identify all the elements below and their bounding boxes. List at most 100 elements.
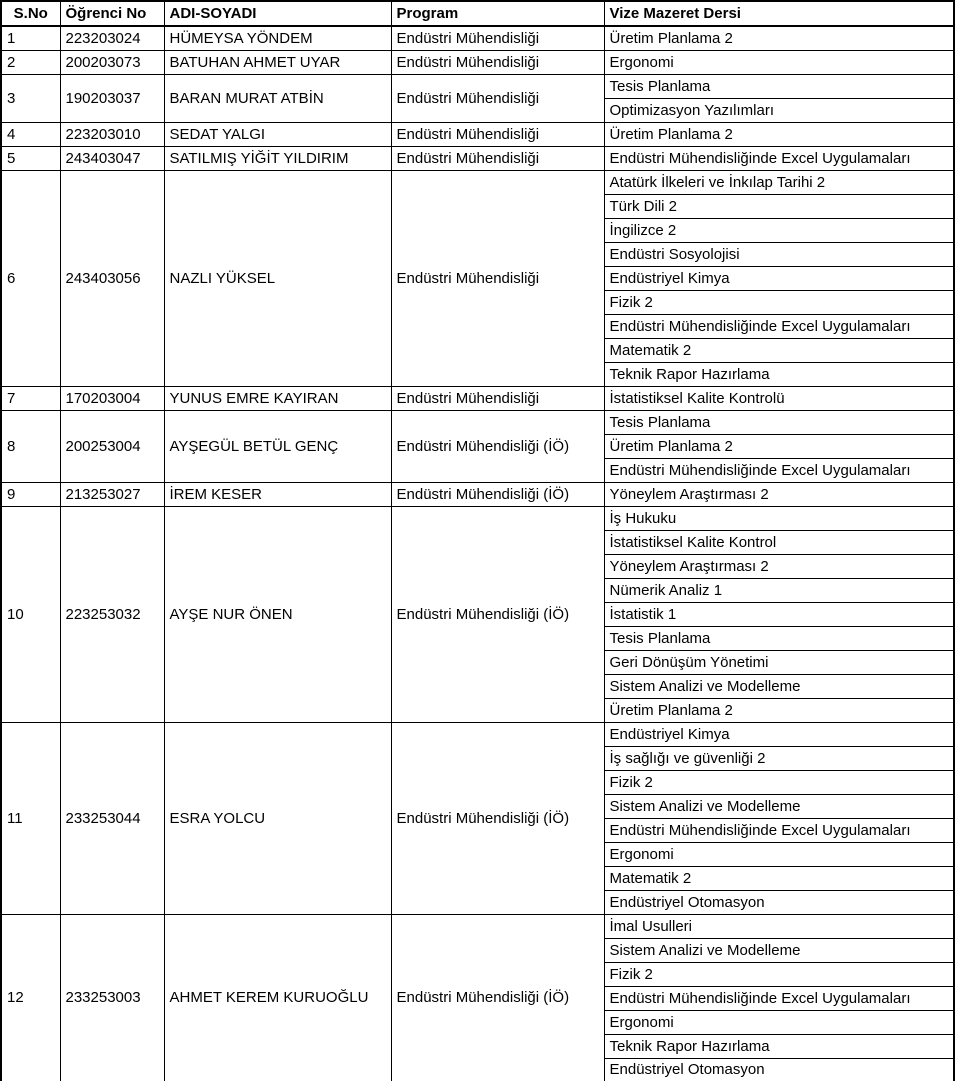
course-cell: Ergonomi [603, 1009, 955, 1035]
table-row: 1 223203024 HÜMEYSA YÖNDEM Endüstri Mühendi… [0, 25, 955, 51]
table-row: 4 223203010 SEDAT YALGI Endüstri Mühendisli… [0, 121, 955, 147]
name-cell: HÜMEYSA YÖNDEM [163, 25, 392, 51]
table-row: 2 200203073 BATUHAN AHMET UYAR Endüstri Müh… [0, 49, 955, 75]
table-row: Geri Dönüşüm Yönetimi [1, 649, 955, 675]
name-cell: SEDAT YALGI [163, 121, 392, 147]
program-cell: Endüstri Mühendisliği [390, 145, 605, 171]
course-cell: Fizik 2 [603, 961, 955, 987]
program-cell: Endüstri Mühendisliği (İÖ) [390, 481, 605, 507]
table-row: Sistem Analizi ve Modelleme [1, 937, 955, 963]
name-cell: YUNUS EMRE KAYIRAN [163, 385, 392, 411]
student-no-cell: 233253003 [59, 913, 165, 1081]
course-cell: Endüstri Mühendisliğinde Excel Uygulamal… [603, 817, 955, 843]
course-cell: Sistem Analizi ve Modelleme [603, 793, 955, 819]
student-no-cell: 243403056 [59, 169, 165, 387]
sno-cell: 11 [0, 721, 61, 915]
sno-cell: 2 [0, 49, 61, 75]
table-row: Türk Dili 2 [1, 193, 955, 219]
program-cell: Endüstri Mühendisliği [390, 385, 605, 411]
table-row: Optimizasyon Yazılımları [1, 97, 955, 123]
table-row: 5 243403047 SATILMIŞ YİĞİT YILDIRIM Endüstr… [0, 145, 955, 171]
student-no-cell: 200203073 [59, 49, 165, 75]
table-row: Endüstri Mühendisliğinde Excel Uygulamal… [1, 457, 955, 483]
course-cell: Üretim Planlama 2 [603, 25, 955, 51]
table-row: 9 213253027 İREM KESER Endüstri Mühendisliğ… [0, 481, 955, 507]
course-cell: Ergonomi [603, 841, 955, 867]
course-cell: Tesis Planlama [603, 73, 955, 99]
student-no-cell: 213253027 [59, 481, 165, 507]
col-header-student_no: Öğrenci No [59, 0, 165, 27]
student-no-cell: 223253032 [59, 505, 165, 723]
course-cell: Fizik 2 [603, 289, 955, 315]
table-row: Endüstri Mühendisliğinde Excel Uygulamal… [1, 313, 955, 339]
course-cell: İş sağlığı ve güvenliği 2 [603, 745, 955, 771]
course-cell: İş Hukuku [603, 505, 955, 531]
table-row: Endüstriyel Otomasyon [1, 1057, 955, 1081]
student-no-cell: 223203024 [59, 25, 165, 51]
course-cell: İmal Usulleri [603, 913, 955, 939]
course-cell: Üretim Planlama 2 [603, 433, 955, 459]
table-row: Matematik 2 [1, 865, 955, 891]
course-cell: Endüstriyel Kimya [603, 721, 955, 747]
name-cell: BATUHAN AHMET UYAR [163, 49, 392, 75]
sno-cell: 9 [0, 481, 61, 507]
student-no-cell: 190203037 [59, 73, 165, 123]
student-no-cell: 223203010 [59, 121, 165, 147]
table-row: Ergonomi [1, 1009, 955, 1035]
table-row: Teknik Rapor Hazırlama [1, 1033, 955, 1059]
name-cell: SATILMIŞ YİĞİT YILDIRIM [163, 145, 392, 171]
sno-cell: 12 [0, 913, 61, 1081]
program-cell: Endüstri Mühendisliği [390, 49, 605, 75]
course-cell: Türk Dili 2 [603, 193, 955, 219]
course-cell: Yöneylem Araştırması 2 [603, 553, 955, 579]
col-header-program: Program [390, 0, 605, 27]
student-no-cell: 233253044 [59, 721, 165, 915]
course-cell: Tesis Planlama [603, 409, 955, 435]
course-cell: Yöneylem Araştırması 2 [603, 481, 955, 507]
table-row: İş sağlığı ve güvenliği 2 [1, 745, 955, 771]
table-row: İstatistik 1 [1, 601, 955, 627]
col-header-sno: S.No [0, 0, 61, 27]
student-no-cell: 200253004 [59, 409, 165, 483]
table-row: Endüstri Sosyolojisi [1, 241, 955, 267]
course-cell: Geri Dönüşüm Yönetimi [603, 649, 955, 675]
course-cell: Endüstri Mühendisliğinde Excel Uygulamal… [603, 457, 955, 483]
course-cell: Atatürk İlkeleri ve İnkılap Tarihi 2 [603, 169, 955, 195]
table-row: Nümerik Analiz 1 [1, 577, 955, 603]
course-cell: Teknik Rapor Hazırlama [603, 361, 955, 387]
table-body: 1 223203024 HÜMEYSA YÖNDEM Endüstri Mühendi… [0, 25, 955, 1081]
sno-cell: 10 [0, 505, 61, 723]
name-cell: BARAN MURAT ATBİN [163, 73, 392, 123]
course-cell: Ergonomi [603, 49, 955, 75]
table-header: S.No Öğrenci No ADI-SOYADI Program Vize Maze… [0, 0, 955, 27]
sno-cell: 3 [0, 73, 61, 123]
col-header-courses: Vize Mazeret Dersi [603, 0, 955, 27]
sno-cell: 6 [0, 169, 61, 387]
table-row: Endüstriyel Otomasyon [1, 889, 955, 915]
sno-cell: 7 [0, 385, 61, 411]
name-cell: ESRA YOLCU [163, 721, 392, 915]
sno-cell: 4 [0, 121, 61, 147]
program-cell: Endüstri Mühendisliği (İÖ) [390, 721, 605, 915]
sno-cell: 8 [0, 409, 61, 483]
table-row: Teknik Rapor Hazırlama [1, 361, 955, 387]
table-row: 8 200253004 AYŞEGÜL BETÜL GENÇ Endüstri Müh… [0, 409, 955, 483]
table-row: 10 223253032 AYŞE NUR ÖNEN Endüstri Mühendi… [0, 505, 955, 723]
program-cell: Endüstri Mühendisliği [390, 73, 605, 123]
program-cell: Endüstri Mühendisliği (İÖ) [390, 505, 605, 723]
course-cell: Endüstriyel Otomasyon [603, 1057, 955, 1081]
table-row: 6 243403056 NAZLI YÜKSEL Endüstri Mühendisl… [0, 169, 955, 387]
program-cell: Endüstri Mühendisliği [390, 121, 605, 147]
course-cell: Endüstri Mühendisliğinde Excel Uygulamal… [603, 313, 955, 339]
course-cell: Teknik Rapor Hazırlama [603, 1033, 955, 1059]
table-row: Ergonomi [1, 841, 955, 867]
course-cell: İngilizce 2 [603, 217, 955, 243]
student-no-cell: 170203004 [59, 385, 165, 411]
table-row: 12 233253003 AHMET KEREM KURUOĞLU Endüstri … [0, 913, 955, 1081]
student-no-cell: 243403047 [59, 145, 165, 171]
name-cell: İREM KESER [163, 481, 392, 507]
program-cell: Endüstri Mühendisliği (İÖ) [390, 913, 605, 1081]
course-cell: Üretim Planlama 2 [603, 697, 955, 723]
course-cell: Matematik 2 [603, 865, 955, 891]
